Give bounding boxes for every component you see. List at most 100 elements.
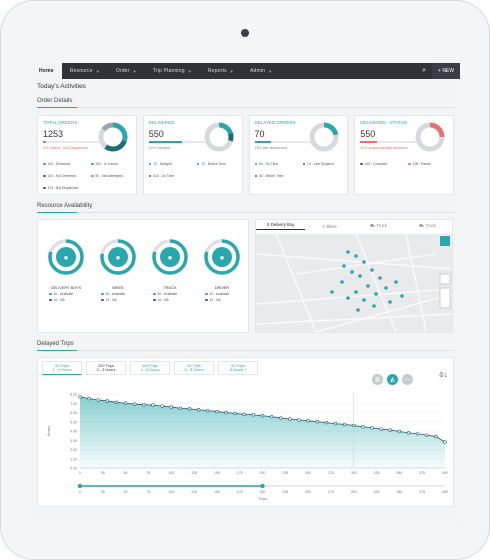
card-title: DELAYED ORDERS — [254, 120, 296, 125]
tab-delivery-boy[interactable]: ⚲ Delivery Boy — [256, 222, 305, 230]
y-tick-label: 3.00 — [70, 439, 77, 443]
data-point — [306, 419, 310, 423]
resource-row: ● DELIVERY BOYS 40 - Available 10 - NA ●… — [37, 219, 454, 333]
delivery-boy-icon: ● — [48, 239, 84, 275]
map-marker — [362, 298, 366, 302]
resource-truck[interactable]: ● TRUCK 40 - Available 10 - NA — [148, 238, 192, 302]
donut-segment — [415, 122, 445, 152]
tab-8-hours-plus[interactable]: 60 Trips 8 Hours + — [218, 361, 258, 375]
y-axis-label: Hours — [46, 426, 51, 437]
card-delayed-orders[interactable]: DELAYED ORDERS 70 15% late dispatched 50… — [248, 115, 349, 195]
resource-driver[interactable]: ● DRIVER 40 - Available 10 - NA — [200, 238, 244, 302]
map-road — [256, 253, 452, 270]
range-tick-label: 75 — [146, 490, 150, 494]
map-marker — [354, 290, 358, 294]
card-delivered-status[interactable]: DELIVERED - STATUS 550 30% orders partia… — [354, 115, 454, 195]
delayed-trips-chart[interactable]: 0.00 1.00 2.00 3.00 4.00 5.00 6.00 7.00 8.00 0 25 5… — [40, 386, 455, 506]
map-road — [275, 234, 317, 332]
card-total-orders[interactable]: TOTAL ORDERS 1253 5% Orders - Not Dispat… — [37, 115, 137, 195]
data-point — [342, 422, 347, 427]
map-marker — [350, 270, 354, 274]
card-subtext: 5% Orders - Not Dispatched — [43, 145, 88, 150]
line-chart-icon[interactable]: 〰 — [402, 374, 413, 385]
tab-bikes[interactable]: ⚲ Bikes — [322, 223, 337, 229]
tab-6-8-hours[interactable]: 30 Trips 6 - 8 Hours — [174, 361, 214, 375]
card-progress-bar — [360, 141, 417, 143]
data-point — [169, 405, 173, 409]
search-icon[interactable]: ⌕ — [422, 67, 427, 74]
y-tick-label: 0.00 — [70, 467, 77, 471]
nav-item-reports[interactable]: Reports ▼ — [200, 63, 242, 79]
y-tick-label: 8.00 — [70, 393, 77, 397]
tab-4-6-hours[interactable]: 100 Trips 4 - 6 Hours — [130, 361, 170, 375]
data-point — [196, 408, 201, 412]
legend-item: 473 - Not Dispatched — [43, 186, 87, 190]
bar-chart-icon[interactable]: ▥ — [372, 374, 383, 385]
resource-label: BIKES — [112, 286, 124, 290]
range-tick-label: 200 — [260, 490, 266, 494]
fullscreen-icon — [439, 273, 451, 285]
card-title: DELIVERED — [148, 120, 175, 125]
data-point — [397, 429, 402, 434]
nav-item-admin[interactable]: Admin ▼ — [242, 63, 280, 79]
resource-na: 10 - NA — [200, 298, 244, 302]
map-road — [405, 234, 427, 332]
tab-truck[interactable]: ⛟ Truck — [370, 223, 387, 228]
x-tick-label: 325 — [374, 471, 380, 475]
data-point — [260, 414, 265, 418]
data-point — [333, 421, 338, 426]
data-point — [114, 400, 119, 405]
data-point — [233, 411, 237, 416]
resource-delivery-boys[interactable]: ● DELIVERY BOYS 40 - Available 10 - NA — [44, 238, 88, 302]
card-title: DELIVERED - STATUS — [360, 120, 407, 125]
nav-item-home[interactable]: Home — [31, 63, 62, 79]
tab-truck-2[interactable]: ⛟ Truck — [419, 223, 436, 228]
donut-chart — [415, 122, 445, 152]
card-delivered[interactable]: DELIVERED 550 12% Delayed 70 - Delayed 70… — [142, 115, 243, 195]
x-tick-label: 100 — [168, 471, 174, 475]
data-point — [297, 418, 301, 422]
resource-na: 10 - NA — [148, 298, 192, 302]
data-point — [160, 404, 164, 408]
nav-item-resource[interactable]: Resource ▼ — [62, 63, 108, 79]
y-tick-label: 2.00 — [70, 448, 77, 452]
nav-label: Trip Planning — [152, 68, 185, 74]
download-icon[interactable]: ⤓ — [444, 372, 447, 378]
map-canvas[interactable] — [256, 234, 452, 332]
data-point — [388, 428, 392, 432]
card-subtext: 15% late dispatched — [254, 145, 287, 150]
x-tick-label: 150 — [214, 471, 220, 475]
data-point — [279, 416, 283, 420]
bike-icon: ● — [116, 253, 121, 262]
tab-1-2-hours[interactable]: 80 Trips 1 - 2 Hours — [42, 361, 82, 375]
chevron-down-icon: ▼ — [229, 68, 234, 74]
data-point — [370, 426, 374, 430]
data-point — [151, 403, 155, 407]
delayed-trips-title: Delayed Trips — [37, 341, 74, 347]
resource-availability-title: Resource Availability — [37, 203, 93, 209]
nav-label: Order — [115, 68, 130, 74]
y-tick-label: 7.00 — [70, 402, 77, 406]
resource-bikes[interactable]: ● BIKES 40 - Available 13 - NA — [96, 238, 140, 302]
data-point — [315, 420, 319, 424]
tab-2-3-hours[interactable]: 200 Trips 2 - 3 Hours — [86, 361, 126, 375]
legend-item: 50 - Not Attempted — [91, 174, 135, 178]
card-title: TOTAL ORDERS — [43, 120, 78, 125]
donut-chart — [98, 122, 128, 152]
driver-icon: ● — [220, 253, 225, 262]
donut-segment — [98, 122, 128, 152]
print-icon[interactable]: ⎙ — [439, 372, 444, 378]
card-legend: 70 - Delayed 70 - Before Time 410 - On Tim… — [148, 162, 241, 182]
x-tick-label: 275 — [328, 471, 334, 475]
card-subtext: 12% Delayed — [148, 145, 171, 150]
range-tick-label: 275 — [328, 490, 334, 494]
donut-segment — [98, 122, 128, 152]
area-chart-icon[interactable]: ◭ — [387, 374, 398, 385]
nav-item-trip-planning[interactable]: Trip Planning ▼ — [145, 63, 200, 79]
map-road — [256, 288, 452, 305]
nav-label: Home — [39, 68, 54, 74]
new-button[interactable]: + NEW — [432, 63, 460, 79]
map-marker — [370, 268, 374, 272]
nav-item-order[interactable]: Order ▼ — [108, 63, 145, 79]
